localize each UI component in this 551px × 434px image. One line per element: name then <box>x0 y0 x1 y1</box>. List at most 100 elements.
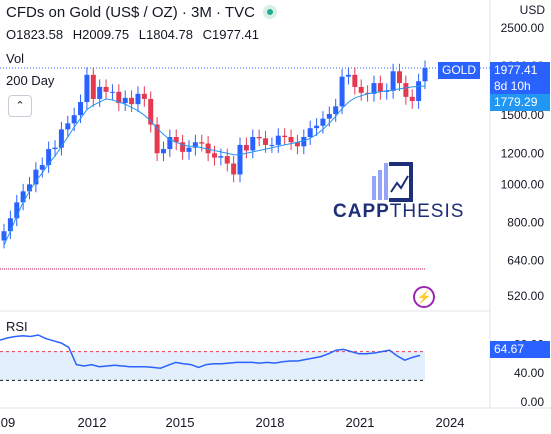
price-tick-label: 800.00 <box>507 215 544 229</box>
watermark-part1: CAPP <box>333 201 390 222</box>
time-tick-label: 09 <box>1 415 15 430</box>
close-value: C1977.41 <box>202 27 259 42</box>
candle-body <box>90 74 96 99</box>
candle-body <box>103 86 109 92</box>
logo-arrow <box>390 175 409 193</box>
symbol-tag: GOLD <box>438 62 481 79</box>
chart-title: CFDs on Gold (US$ / OZ) · 3M · TVC <box>6 4 277 21</box>
candle-body <box>116 91 122 104</box>
watermark-logo: CAPPTHESIS <box>333 201 464 223</box>
candle-body <box>314 125 320 129</box>
candle-body <box>358 86 364 93</box>
candle-body <box>282 135 288 138</box>
candle-body <box>416 81 422 102</box>
candle-body <box>199 142 205 144</box>
candle-body <box>218 156 224 158</box>
market-open-icon <box>262 5 277 19</box>
candle-body <box>384 90 390 92</box>
candle-body <box>212 153 217 158</box>
candle-body <box>167 137 173 150</box>
candle-body <box>52 147 58 150</box>
candle-body <box>65 123 71 130</box>
rsi-legend[interactable]: RSI <box>6 319 28 334</box>
candle-body <box>333 106 339 115</box>
time-tick-label: 2015 <box>166 415 195 430</box>
candle-body <box>180 142 186 152</box>
rsi-tick-label: 40.00 <box>514 366 544 380</box>
candle-body <box>301 137 307 147</box>
time-tick-label: 2021 <box>346 415 375 430</box>
candle-body <box>27 184 33 192</box>
candle-body <box>269 144 275 146</box>
open-value: O1823.58 <box>6 27 64 42</box>
price-tick-label: 1200.00 <box>501 146 545 160</box>
candle-body <box>129 97 135 105</box>
candle-body <box>7 218 13 232</box>
logo-bar <box>384 163 388 200</box>
candle-body <box>109 91 115 93</box>
logo-bar <box>378 170 382 200</box>
candle-body <box>396 71 402 84</box>
candle-body <box>78 102 84 116</box>
candle-body <box>288 137 294 143</box>
ma-200-line <box>3 85 426 246</box>
volume-legend[interactable]: Vol <box>6 51 25 66</box>
logo-frame <box>389 162 413 202</box>
candle-body <box>135 93 141 105</box>
candle-body <box>173 137 179 143</box>
candle-body <box>1 231 7 241</box>
rsi-band <box>0 351 425 381</box>
candle-body <box>186 147 192 152</box>
candle-body <box>224 156 230 164</box>
lightning-icon[interactable]: ⚡ <box>413 286 435 308</box>
price-tick-label: 1000.00 <box>501 177 545 191</box>
candle-body <box>33 169 39 185</box>
candle-body <box>377 83 383 92</box>
bar-countdown-tag: 8d 10h <box>490 78 550 95</box>
candle-body <box>231 163 237 175</box>
candle-body <box>352 74 358 87</box>
time-tick-label: 2018 <box>256 415 285 430</box>
candle-body <box>256 137 262 139</box>
candle-body <box>148 98 154 125</box>
candle-body <box>14 202 20 219</box>
candle-body <box>307 128 313 138</box>
candle-body <box>339 76 345 107</box>
candle-body <box>97 86 103 99</box>
low-value: L1804.78 <box>138 27 193 42</box>
candle-body <box>326 114 332 119</box>
rsi-tick-label: 0.00 <box>521 395 545 409</box>
candle-body <box>39 165 45 170</box>
candle-body <box>263 138 269 145</box>
candle-body <box>275 135 281 145</box>
logo-bar <box>372 176 376 200</box>
price-tick-label: 640.00 <box>507 254 544 268</box>
ma-value-tag: 1779.29 <box>490 94 550 111</box>
price-tick-label: 520.00 <box>507 289 544 303</box>
candle-body <box>403 83 409 97</box>
candle-body <box>154 124 160 154</box>
candle-body <box>243 144 249 151</box>
candle-body <box>205 143 211 154</box>
candle-body <box>345 74 351 77</box>
candle-body <box>122 97 128 104</box>
candle-body <box>192 142 198 148</box>
last-price-tag: 1977.41 <box>490 62 550 79</box>
rsi-line <box>0 334 421 369</box>
ma-legend[interactable]: 200 Day <box>6 73 55 88</box>
candle-body <box>71 115 77 124</box>
collapse-legend-button[interactable]: ⌃ <box>8 95 32 117</box>
price-tick-label: 2500.00 <box>501 21 545 35</box>
candle-body <box>371 83 377 94</box>
ohlc-legend: O1823.58 H2009.75 L1804.78 C1977.41 <box>6 27 265 42</box>
candle-body <box>320 118 326 126</box>
candle-body <box>390 71 396 91</box>
candle-body <box>46 149 52 166</box>
candle-body <box>160 149 166 154</box>
rsi-value-tag: 64.67 <box>490 341 550 358</box>
time-tick-label: 2012 <box>78 415 107 430</box>
candle-body <box>20 191 26 203</box>
currency-label[interactable]: USD <box>519 3 545 17</box>
candle-body <box>294 142 300 147</box>
